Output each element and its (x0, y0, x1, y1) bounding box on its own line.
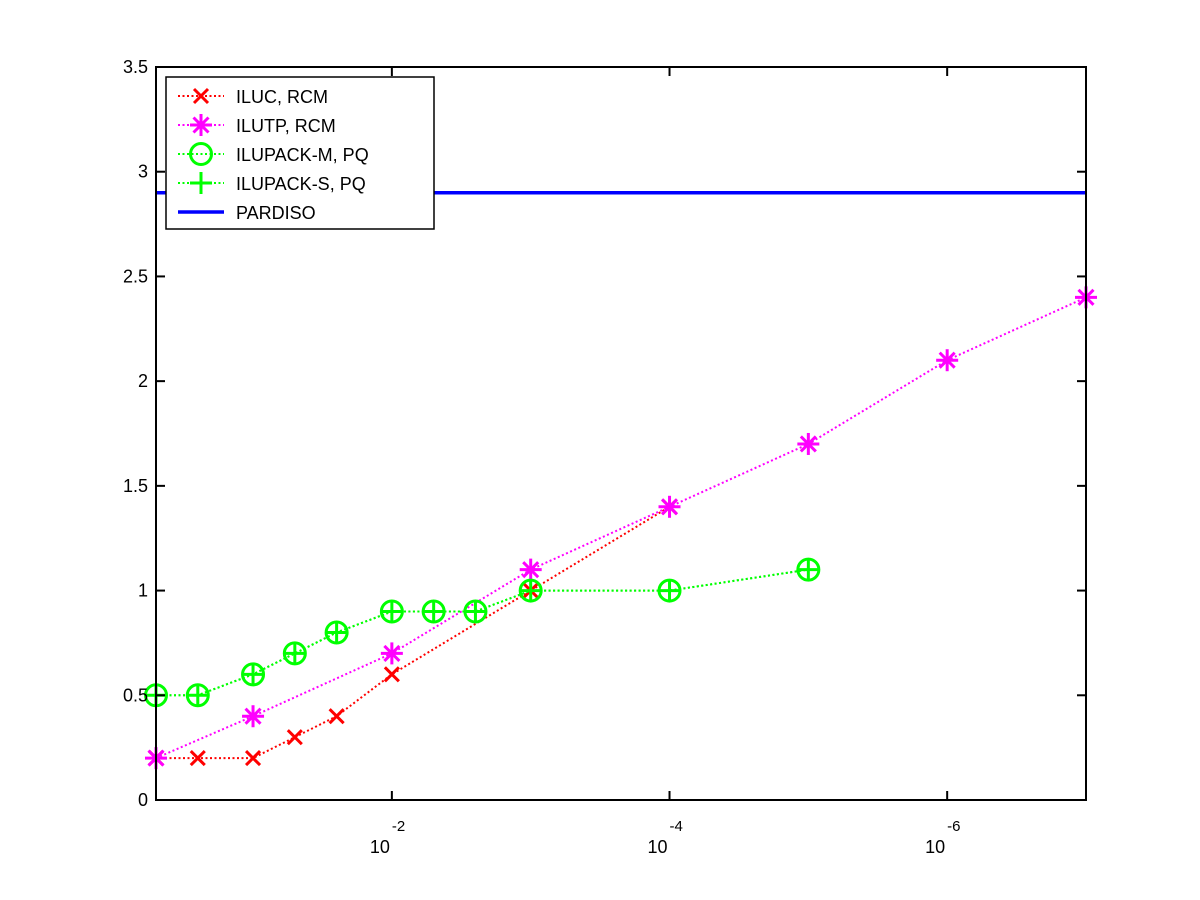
data-point (242, 663, 265, 686)
legend: ILUC, RCM ILUTP, RCM ILUPACK-M, PQ ILUPACK-… (165, 76, 435, 230)
data-point (380, 600, 403, 623)
data-point (286, 729, 303, 746)
data-point (383, 666, 400, 683)
data-point (519, 558, 542, 581)
y-tick-label: 0 (138, 790, 148, 810)
data-point (283, 642, 306, 665)
data-point (936, 349, 959, 372)
legend-label: PARDISO (236, 203, 316, 223)
legend-label: ILUPACK-M, PQ (236, 145, 369, 165)
legend-label: ILUC, RCM (236, 87, 328, 107)
legend-marker (190, 172, 212, 194)
data-point (242, 705, 265, 728)
series-line (155, 296, 1087, 760)
legend-item-ilupack-m-pq: ILUPACK-M, PQ (178, 142, 369, 166)
legend-marker (190, 114, 212, 136)
data-point (797, 558, 820, 581)
y-tick-label: 0.5 (123, 685, 148, 705)
y-tick-label: 3 (138, 162, 148, 182)
legend-label: ILUTP, RCM (236, 116, 336, 136)
y-tick-label: 3.5 (123, 57, 148, 77)
y-tick-label: 1.5 (123, 476, 148, 496)
axis-ticks: 00.511.522.533.510-210-410-6 (123, 57, 1086, 857)
y-tick-label: 1 (138, 581, 148, 601)
legend-item-iluc-rcm: ILUC, RCM (178, 87, 328, 107)
data-point (189, 750, 206, 767)
legend-item-ilutp-rcm: ILUTP, RCM (178, 114, 336, 136)
x-tick-label-base: 10 (647, 837, 667, 857)
legend-item-ilupack-s-pq: ILUPACK-S, PQ (178, 172, 366, 194)
data-point (797, 432, 820, 455)
series-line (156, 505, 671, 760)
x-tick-label-exponent: -4 (670, 818, 683, 835)
data-marks (144, 190, 1097, 770)
data-point (422, 600, 445, 623)
y-tick-label: 2.5 (123, 266, 148, 286)
data-point (464, 600, 487, 623)
legend-item-pardiso: PARDISO (178, 203, 316, 223)
data-point (519, 579, 542, 602)
x-tick-label-exponent: -6 (947, 818, 960, 835)
data-point (186, 684, 209, 707)
legend-label: ILUPACK-S, PQ (236, 174, 366, 194)
legend-marker (189, 142, 213, 166)
x-tick-label-exponent: -2 (392, 818, 405, 835)
y-tick-label: 2 (138, 371, 148, 391)
data-point (328, 708, 345, 725)
x-tick-label-base: 10 (925, 837, 945, 857)
legend-marker (192, 87, 210, 105)
data-point (325, 621, 348, 644)
data-point (244, 750, 262, 767)
plot-frame (155, 66, 1087, 801)
x-tick-label-base: 10 (370, 837, 390, 857)
data-point (380, 642, 403, 665)
data-point (658, 495, 681, 518)
data-point (658, 579, 681, 602)
